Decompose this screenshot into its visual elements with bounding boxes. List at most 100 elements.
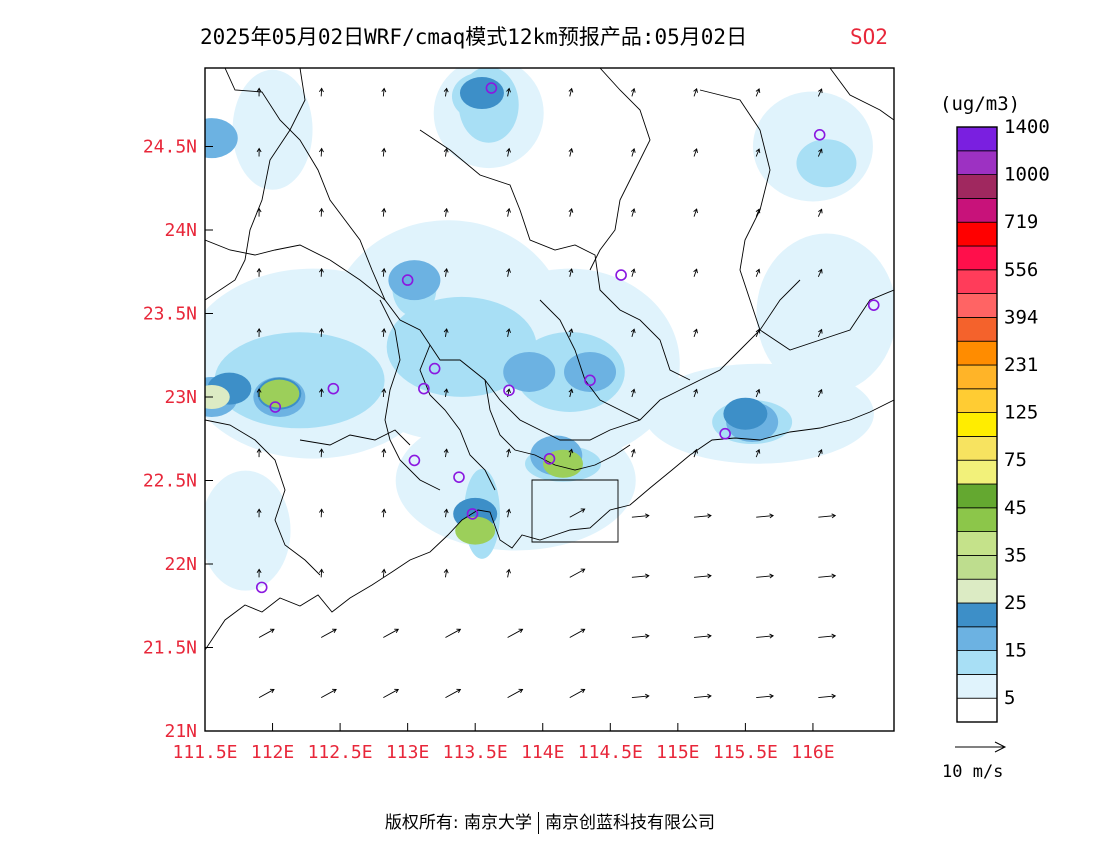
colorbar-labels: 5 15 25 35 45 75 125 231 394 556 719 1000 1400 [1004, 116, 1050, 709]
wind-arrow-shaft [755, 209, 760, 217]
wind-arrow-head [456, 628, 462, 634]
boundary-line [419, 129, 691, 381]
wind-arrow-shaft [631, 208, 635, 217]
wind-arrow-shaft [383, 689, 399, 698]
wind-arrow-shaft [445, 88, 448, 97]
wind-arrow-shaft [258, 628, 275, 638]
wind-arrow [256, 448, 262, 458]
boundary-line [419, 344, 496, 491]
wind-arrow-shaft [631, 449, 635, 458]
footer: 版权所有: 南京大学 南京创蓝科技有限公司 [0, 808, 1100, 834]
wind-arrow-head [818, 268, 823, 274]
wind-arrow-shaft [818, 575, 836, 578]
wind-arrow-head [443, 568, 449, 574]
y-tick-label: 22.5N [143, 470, 197, 491]
colorbar-label: 75 [1004, 449, 1027, 471]
monitoring-site-marker [543, 452, 556, 465]
wind-arrow [319, 328, 324, 337]
species-label: SO2 [850, 25, 888, 49]
wind-arrow-head [755, 328, 761, 334]
wind-arrow-head [755, 448, 761, 454]
wind-arrow [320, 688, 337, 698]
concentration-patch [259, 379, 300, 408]
wind-arrow-shaft [507, 569, 510, 578]
wind-arrow-shaft [569, 328, 573, 337]
monitoring-site-marker [813, 129, 826, 141]
wind-arrow [319, 388, 324, 398]
monitoring-site-marker [503, 384, 515, 397]
wind-arrow-shaft [569, 449, 573, 458]
wind-arrow [506, 147, 511, 157]
wind-arrow [756, 693, 774, 699]
wind-arrow-shaft [631, 148, 635, 157]
colorbar-swatch [956, 340, 998, 366]
wind-arrow-head [518, 688, 524, 694]
wind-arrow [569, 688, 586, 698]
wind-arrow-shaft [569, 208, 573, 217]
wind-arrow-head [769, 513, 774, 519]
wind-arrow-head [256, 328, 262, 333]
wind-arrow-head [319, 448, 324, 453]
monitoring-site-marker [401, 274, 414, 286]
wind-arrow-head [580, 688, 586, 694]
wind-arrow [256, 267, 262, 277]
wind-arrow-shaft [756, 635, 774, 638]
wind-arrow-shaft [693, 389, 698, 398]
wind-arrow-head [693, 328, 698, 334]
wind-arrow-head [381, 388, 387, 393]
wind-arrow-shaft [382, 569, 385, 578]
wind-arrow-shaft [818, 515, 836, 518]
wind-arrow [506, 268, 511, 277]
wind-arrow-head [580, 568, 586, 573]
wind-arrow-shaft [445, 628, 461, 638]
wind-arrow [381, 207, 387, 217]
colorbar-swatch [956, 316, 998, 342]
wind-arrow [506, 207, 511, 217]
wind-arrow-head [319, 388, 324, 393]
wind-arrow [568, 87, 574, 97]
wind-arrow-head [269, 688, 275, 694]
copyright-text: 版权所有: 南京大学 [384, 813, 533, 833]
wind-arrow-head [630, 328, 636, 334]
colorbar-swatch [956, 602, 998, 628]
colorbar-label: 231 [1004, 354, 1038, 376]
wind-arrow [630, 268, 636, 277]
colorbar-swatch [956, 197, 998, 223]
wind-arrow [693, 328, 698, 338]
wind-arrow [693, 268, 698, 277]
colorbar-swatch [956, 650, 998, 675]
wind-arrow-head [568, 448, 574, 454]
y-tick-label: 23N [164, 387, 197, 408]
company-text: 南京创蓝科技有限公司 [545, 813, 716, 833]
wind-arrow-shaft [817, 209, 823, 217]
wind-arrow [381, 328, 387, 337]
monitoring-site-marker [584, 374, 596, 387]
wind-arrow [507, 628, 524, 638]
wind-arrow-shaft [320, 628, 337, 638]
x-tick-label: 114E [521, 742, 564, 763]
colorbar-swatch [956, 555, 998, 580]
concentration-patch [205, 384, 230, 409]
wind-arrow-head [707, 633, 712, 639]
wind-arrow [817, 148, 823, 157]
wind-arrow-head [381, 568, 387, 574]
wind-arrow-shaft [694, 575, 712, 578]
colorbar-swatch [956, 269, 998, 294]
wind-arrow [443, 568, 449, 578]
wind-arrow-head [506, 568, 511, 574]
wind-arrow-head [506, 508, 511, 514]
wind-arrow [319, 147, 324, 157]
wind-arrow-shaft [445, 268, 448, 277]
wind-arrow [381, 388, 387, 398]
wind-arrow-head [707, 573, 712, 579]
wind-arrow-head [443, 87, 449, 93]
wind-arrow [630, 388, 636, 398]
boundary-line [329, 259, 386, 301]
wind-arrow [256, 87, 262, 97]
wind-arrow [755, 148, 761, 157]
colorbar-swatch [956, 293, 998, 318]
wind-arrow-shaft [817, 449, 823, 458]
wind-arrow [755, 448, 761, 458]
colorbar-swatch [956, 435, 998, 461]
